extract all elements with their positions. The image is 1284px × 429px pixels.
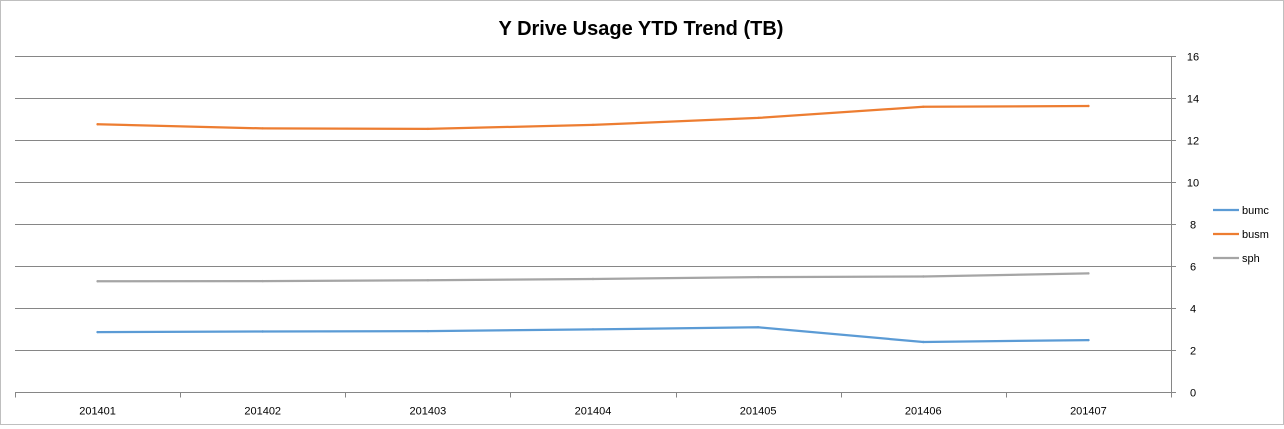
data-point-sph (1087, 272, 1090, 275)
data-point-busm (261, 127, 264, 130)
x-tick-label: 201407 (1070, 406, 1107, 418)
data-point-sph (426, 279, 430, 282)
data-point-sph (96, 280, 99, 283)
y-tick-label: 12 (1187, 136, 1199, 148)
y-tick-label: 10 (1187, 178, 1199, 190)
legend-label: sph (1242, 253, 1260, 265)
data-point-busm (591, 123, 595, 127)
y-tick-label: 2 (1190, 346, 1196, 358)
data-point-busm (426, 127, 430, 131)
data-point-busm (1087, 104, 1090, 108)
y-tick-label: 0 (1190, 388, 1196, 400)
x-tick-label: 201403 (409, 406, 446, 418)
data-point-sph (756, 275, 760, 279)
axes (15, 56, 1176, 398)
y-tick-label: 4 (1190, 304, 1196, 316)
y-tick-label: 6 (1190, 262, 1196, 274)
data-point-busm (922, 105, 925, 109)
y-tick-labels: 0 2 4 6 8 10 12 14 16 (1187, 52, 1199, 400)
data-point-bumc (426, 329, 430, 333)
x-tick-label: 201405 (740, 406, 777, 418)
data-point-sph (591, 277, 595, 281)
data-point-bumc (96, 330, 99, 334)
legend-label: bumc (1242, 205, 1269, 217)
data-point-busm (96, 123, 99, 126)
series-lines (96, 104, 1090, 344)
legend-label: busm (1242, 229, 1269, 241)
data-point-bumc (756, 326, 760, 329)
chart-title: Y Drive Usage YTD Trend (TB) (499, 18, 784, 40)
x-tick-label: 201401 (79, 406, 116, 418)
data-point-busm (756, 116, 760, 120)
x-tick-labels: 201401 201402 201403 201404 201405 201406 2014… (79, 406, 1107, 418)
data-point-sph (261, 279, 264, 283)
y-tick-label: 8 (1190, 220, 1196, 232)
y-tick-label: 14 (1187, 94, 1199, 106)
y-tick-label: 16 (1187, 52, 1199, 64)
data-point-bumc (261, 330, 264, 333)
x-tick-label: 201406 (905, 406, 942, 418)
legend: bumc busm sph (1213, 205, 1269, 265)
x-tick-label: 201402 (244, 406, 281, 418)
data-point-bumc (591, 328, 595, 331)
data-point-bumc (1087, 338, 1090, 342)
data-point-sph (922, 275, 925, 278)
x-tick-label: 201404 (575, 406, 612, 418)
data-point-bumc (922, 340, 925, 344)
gridlines (15, 56, 1171, 351)
